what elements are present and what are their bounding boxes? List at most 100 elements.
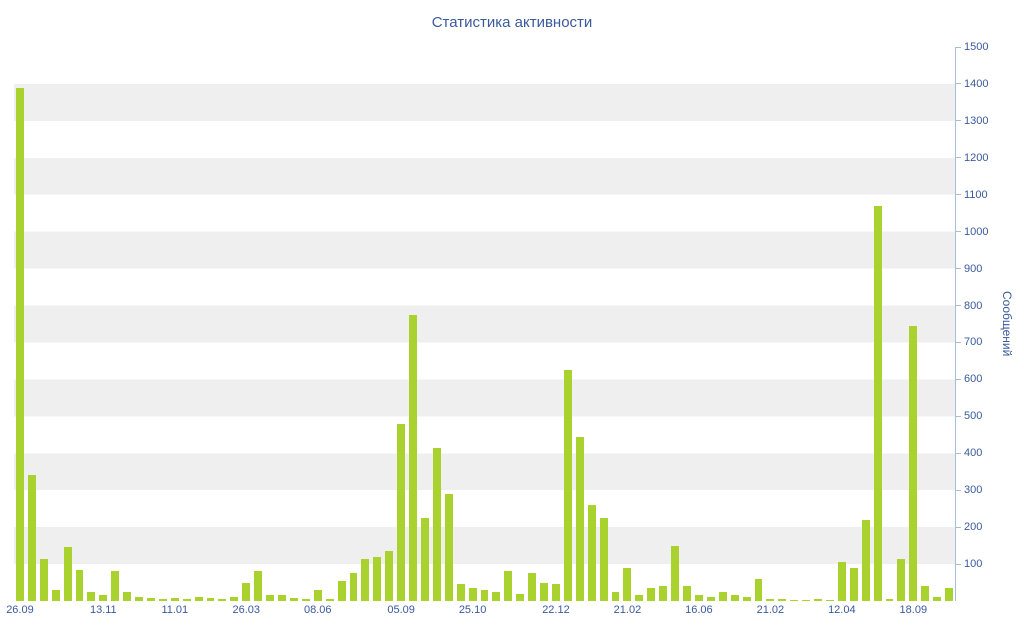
y-tick-mark (956, 415, 961, 417)
bar (242, 582, 251, 601)
bar (814, 599, 822, 601)
bar (611, 591, 620, 601)
bar (825, 599, 834, 601)
bar (480, 589, 489, 601)
y-tick: 1300 (956, 114, 988, 128)
y-tick: 200 (956, 520, 982, 534)
bar (694, 595, 703, 601)
x-tick-label: 22.12 (542, 604, 570, 616)
y-axis-title: Сообщений (1000, 291, 1014, 357)
bar (718, 591, 727, 601)
y-tick: 800 (956, 299, 982, 313)
bar (278, 595, 286, 601)
y-axis: 1500 1400 1300 1200 1100 1000 900 800 700 600 500 4… (955, 41, 1022, 601)
bar (170, 598, 179, 601)
bar (63, 547, 72, 601)
y-tick: 100 (956, 557, 982, 571)
bar (778, 599, 787, 601)
bar (325, 599, 334, 601)
bar (563, 370, 572, 601)
x-tick-label: 12.04 (828, 604, 856, 616)
x-tick-label: 21.02 (613, 604, 642, 616)
bar (194, 597, 203, 601)
bar (432, 447, 441, 601)
bar (266, 595, 275, 601)
bar (837, 562, 846, 601)
bar (468, 588, 477, 601)
x-axis: 26.09 13.11 11.01 26.03 08.06 05.09 25.10 22.12… (6, 604, 955, 620)
bar (766, 599, 775, 601)
bar (147, 598, 155, 601)
x-tick-label: 16.06 (685, 604, 713, 616)
x-tick-label: 18.09 (899, 604, 928, 616)
bar (790, 599, 799, 601)
bar (39, 558, 48, 601)
bar (552, 584, 560, 601)
x-tick-label: 25.10 (458, 604, 487, 616)
bar (420, 517, 429, 601)
y-tick-label: 100 (964, 558, 983, 571)
y-tick-label: 1200 (964, 151, 989, 164)
bar (802, 599, 811, 601)
y-tick-mark (956, 83, 961, 85)
chart-title: Статистика активности (431, 14, 593, 31)
plot-area (14, 47, 955, 601)
y-tick-mark (956, 563, 961, 565)
bar (397, 423, 406, 601)
bar (456, 584, 465, 601)
bar (75, 569, 84, 601)
y-tick-label: 800 (964, 299, 983, 312)
y-tick-mark (956, 268, 961, 270)
x-tick-label: 13.11 (89, 604, 117, 616)
bar (671, 545, 680, 601)
y-tick-label: 500 (964, 410, 983, 423)
y-tick-label: 1100 (964, 188, 988, 201)
y-tick-label: 400 (964, 447, 983, 460)
bar (99, 595, 108, 601)
bar (540, 582, 548, 601)
bar (873, 205, 882, 601)
bar (945, 588, 953, 601)
y-tick-mark (956, 194, 961, 196)
bar (933, 597, 942, 601)
y-tick: 1400 (956, 77, 988, 91)
bar (51, 589, 60, 601)
y-tick-label: 1000 (964, 225, 989, 238)
y-tick-label: 1500 (964, 41, 989, 53)
bar (659, 586, 668, 601)
y-tick-label: 900 (964, 262, 983, 275)
x-tick-label: 21.02 (756, 604, 785, 616)
bar (849, 567, 858, 601)
bar (444, 493, 453, 601)
bar (635, 595, 644, 601)
bar (754, 578, 763, 601)
bar (492, 591, 501, 601)
y-tick-label: 1400 (964, 77, 989, 90)
bar (123, 591, 132, 601)
y-tick-mark (956, 341, 961, 343)
y-tick: 700 (956, 335, 982, 349)
bar (230, 597, 239, 601)
y-tick-mark (956, 231, 961, 233)
bar (599, 517, 608, 601)
bar (897, 558, 906, 601)
bar (111, 571, 120, 601)
bar (206, 598, 215, 601)
bar (575, 436, 584, 601)
bar (921, 586, 930, 601)
y-tick: 1500 (956, 40, 988, 54)
bar (218, 599, 227, 601)
y-tick: 300 (956, 483, 982, 497)
bar (528, 573, 537, 601)
y-tick-label: 600 (964, 373, 983, 386)
bar (313, 589, 322, 601)
bar (16, 87, 24, 601)
y-tick-label: 1300 (964, 114, 989, 127)
bar (254, 571, 263, 601)
bar (587, 504, 596, 601)
y-tick-mark (956, 526, 961, 528)
bar (742, 597, 751, 601)
bar (861, 519, 870, 601)
bar (504, 571, 513, 601)
